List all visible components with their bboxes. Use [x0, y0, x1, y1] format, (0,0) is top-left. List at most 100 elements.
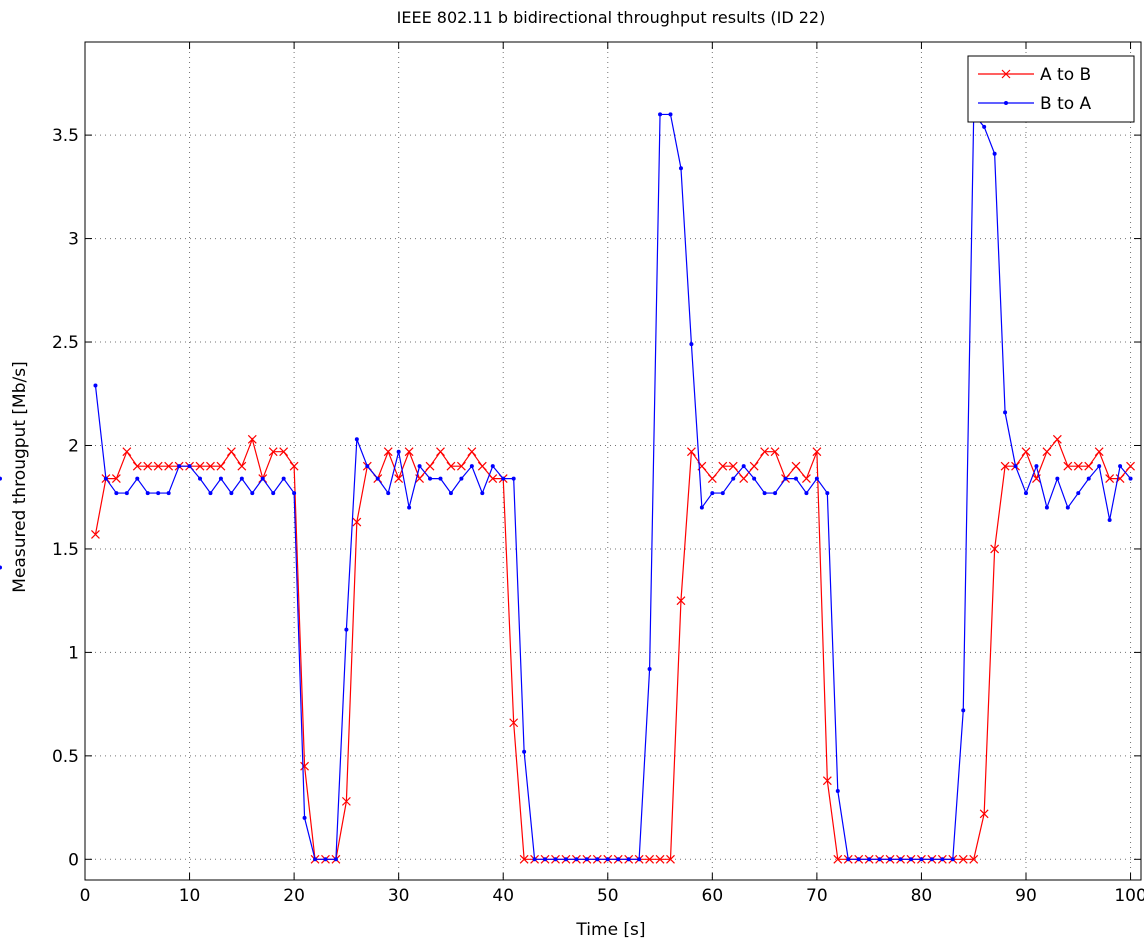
data-point	[793, 476, 798, 481]
data-point	[1076, 491, 1081, 496]
data-point	[1055, 476, 1060, 481]
data-point	[145, 491, 150, 496]
x-tick-label: 0	[80, 886, 91, 906]
data-point	[156, 491, 161, 496]
data-point	[218, 476, 223, 481]
data-point	[710, 491, 715, 496]
data-point	[770, 447, 780, 457]
data-point	[961, 708, 966, 713]
data-point	[448, 491, 453, 496]
data-point	[749, 461, 759, 471]
data-point	[940, 857, 945, 862]
series-a-to-b	[91, 434, 1135, 864]
data-point	[1073, 461, 1083, 471]
data-point	[456, 461, 466, 471]
data-point	[908, 857, 913, 862]
data-point	[111, 474, 121, 484]
legend-marker	[1004, 101, 1008, 105]
x-tick-label: 100	[1114, 886, 1144, 906]
data-point	[982, 124, 987, 129]
data-point	[153, 461, 163, 471]
data-point	[114, 491, 119, 496]
data-point	[718, 461, 728, 471]
data-point	[488, 474, 498, 484]
data-point	[436, 447, 445, 457]
data-point	[0, 476, 2, 481]
data-point	[686, 447, 696, 457]
data-point	[195, 461, 205, 471]
data-point	[731, 476, 736, 481]
data-point	[1003, 410, 1008, 415]
data-point	[501, 476, 506, 481]
data-point	[846, 857, 851, 862]
data-point	[814, 476, 819, 481]
legend-label: B to A	[1040, 94, 1092, 114]
data-point	[584, 857, 589, 862]
legend-marker	[1001, 69, 1011, 79]
data-point	[522, 749, 527, 754]
data-point	[655, 854, 665, 864]
data-point	[1084, 461, 1094, 471]
data-point	[888, 857, 893, 862]
x-tick-label: 80	[911, 886, 933, 906]
x-tick-label: 70	[806, 886, 828, 906]
data-point	[237, 461, 247, 471]
data-point	[1105, 474, 1115, 484]
y-axis-label: Measured througput [Mb/s]	[10, 361, 30, 592]
data-point	[1065, 505, 1070, 510]
data-point	[929, 857, 934, 862]
data-point	[247, 434, 257, 444]
data-point	[1086, 476, 1091, 481]
data-point	[979, 809, 989, 819]
data-point	[122, 447, 132, 457]
x-tick-label: 30	[388, 886, 410, 906]
data-point	[260, 476, 265, 481]
data-point	[1128, 476, 1133, 481]
data-point	[469, 464, 474, 469]
data-point	[791, 461, 801, 471]
data-point	[825, 491, 830, 496]
data-point	[658, 112, 663, 117]
data-point	[292, 491, 297, 496]
data-point	[739, 474, 749, 484]
data-point	[1094, 447, 1104, 457]
data-point	[407, 505, 412, 510]
data-point	[490, 464, 495, 469]
data-point	[480, 491, 485, 496]
data-point	[428, 476, 433, 481]
data-point	[365, 464, 370, 469]
data-point	[645, 854, 655, 864]
data-point	[637, 857, 642, 862]
y-tick-label: 2	[68, 436, 79, 456]
data-point	[446, 461, 456, 471]
data-point	[268, 447, 278, 457]
data-point	[477, 461, 487, 471]
data-point	[164, 461, 174, 471]
data-point	[553, 857, 558, 862]
data-point	[1021, 447, 1031, 457]
data-point	[822, 776, 832, 786]
data-point	[950, 857, 955, 862]
data-point	[135, 476, 140, 481]
data-point	[676, 596, 686, 606]
data-point	[1107, 517, 1112, 522]
data-point	[1097, 464, 1102, 469]
data-point	[300, 761, 309, 771]
data-point	[341, 796, 351, 806]
data-point	[543, 857, 548, 862]
x-tick-label: 50	[597, 886, 619, 906]
y-tick-label: 2.5	[52, 333, 79, 353]
data-point	[206, 461, 215, 471]
data-point	[313, 857, 318, 862]
data-point	[386, 491, 391, 496]
data-point	[877, 857, 882, 862]
data-point	[239, 476, 244, 481]
data-point	[728, 461, 738, 471]
series-b-to-a	[0, 112, 1133, 862]
data-point	[250, 491, 255, 496]
y-tick-label: 3	[68, 230, 79, 250]
data-point	[352, 517, 362, 527]
x-tick-label: 10	[179, 886, 201, 906]
series-line	[94, 112, 1132, 860]
data-point	[992, 151, 997, 156]
